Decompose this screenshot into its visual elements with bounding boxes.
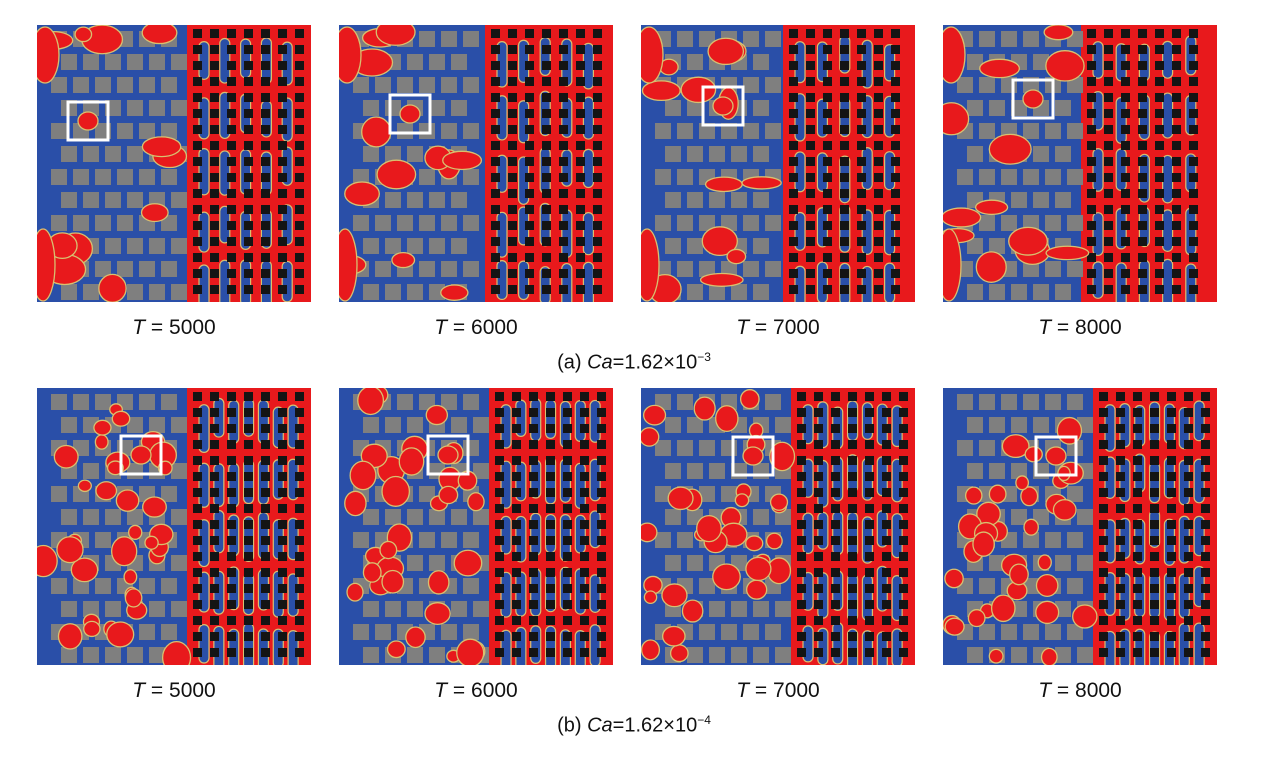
- panel-a-t7000: [641, 25, 915, 302]
- panel-b-t6000: [339, 388, 613, 665]
- flow-field-a-2: [339, 25, 613, 302]
- flow-field-a-3: [641, 25, 915, 302]
- caption-b: (b) Ca=1.62×10−4: [557, 713, 711, 737]
- flow-field-b-3: [641, 388, 915, 665]
- time-label-a-2: T = 6000: [434, 316, 518, 339]
- time-label-b-1: T = 5000: [132, 679, 216, 702]
- panel-a-t8000: [943, 25, 1217, 302]
- time-label-b-4: T = 8000: [1038, 679, 1122, 702]
- time-label-a-3: T = 7000: [736, 316, 820, 339]
- flow-field-a-1: [37, 25, 311, 302]
- time-label-b-2: T = 6000: [434, 679, 518, 702]
- panel-a-t5000: [37, 25, 311, 302]
- time-label-b-3: T = 7000: [736, 679, 820, 702]
- time-label-a-4: T = 8000: [1038, 316, 1122, 339]
- panel-a-t6000: [339, 25, 613, 302]
- panel-b-t5000: [37, 388, 311, 665]
- time-label-a-1: T = 5000: [132, 316, 216, 339]
- flow-field-b-4: [943, 388, 1217, 665]
- panel-b-t8000: [943, 388, 1217, 665]
- panel-b-t7000: [641, 388, 915, 665]
- caption-a: (a) Ca=1.62×10−3: [557, 350, 711, 374]
- flow-field-b-2: [339, 388, 613, 665]
- flow-field-a-4: [943, 25, 1217, 302]
- flow-field-b-1: [37, 388, 311, 665]
